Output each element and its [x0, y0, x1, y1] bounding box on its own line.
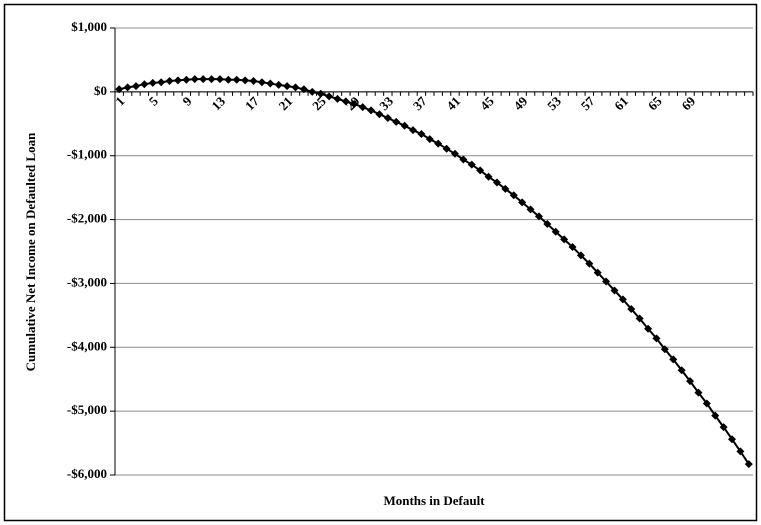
marker: [207, 75, 216, 84]
marker: [518, 198, 527, 207]
marker: [392, 117, 401, 126]
y-axis-title: Cumulative Net Income on Defaulted Loan: [23, 132, 38, 371]
marker: [744, 460, 753, 469]
marker: [543, 220, 552, 229]
y-tick-label: $0: [94, 83, 107, 98]
marker: [173, 76, 182, 85]
marker: [409, 126, 418, 135]
marker: [593, 268, 602, 277]
y-tick-label: -$3,000: [67, 274, 107, 289]
marker: [702, 399, 711, 408]
marker: [266, 79, 275, 88]
marker: [115, 85, 124, 94]
marker: [215, 75, 224, 84]
marker: [442, 144, 451, 153]
marker: [694, 388, 703, 397]
marker: [182, 75, 191, 84]
marker: [635, 314, 644, 323]
marker: [417, 130, 426, 139]
marker: [148, 78, 157, 87]
marker: [526, 205, 535, 214]
marker: [576, 251, 585, 260]
marker: [551, 227, 560, 236]
marker: [333, 94, 342, 103]
marker: [467, 160, 476, 169]
marker: [585, 259, 594, 268]
marker: [383, 114, 392, 123]
marker: [476, 166, 485, 175]
series-line: [118, 78, 750, 465]
y-tick-label: -$4,000: [67, 338, 107, 353]
marker: [375, 110, 384, 119]
marker: [316, 89, 325, 98]
marker: [367, 106, 376, 115]
y-tick-label: -$2,000: [67, 211, 107, 226]
marker: [459, 155, 468, 164]
marker: [560, 235, 569, 244]
chart-border: [3, 3, 758, 522]
marker: [274, 80, 283, 89]
marker: [350, 99, 359, 108]
marker: [341, 97, 350, 106]
marker: [509, 191, 518, 200]
marker: [199, 75, 208, 84]
marker: [719, 423, 728, 432]
y-tick-label: $1,000: [71, 19, 107, 34]
marker: [736, 447, 745, 456]
marker: [157, 78, 166, 87]
marker: [501, 184, 510, 193]
marker: [308, 87, 317, 96]
marker: [602, 277, 611, 286]
marker: [652, 334, 661, 343]
marker: [358, 103, 367, 112]
marker: [711, 411, 720, 420]
marker: [400, 121, 409, 130]
marker: [610, 286, 619, 295]
marker: [677, 366, 686, 375]
marker: [728, 435, 737, 444]
y-tick-label: -$1,000: [67, 147, 107, 162]
marker: [291, 83, 300, 92]
marker: [425, 135, 434, 144]
y-tick-label: -$5,000: [67, 402, 107, 417]
marker: [257, 78, 266, 87]
marker: [190, 75, 199, 84]
marker: [131, 82, 140, 91]
marker: [325, 92, 334, 101]
marker: [283, 82, 292, 91]
marker: [484, 172, 493, 181]
x-axis-title: Months in Default: [383, 493, 485, 508]
marker: [627, 304, 636, 313]
marker: [686, 377, 695, 386]
marker: [450, 149, 459, 158]
marker: [669, 355, 678, 364]
marker: [644, 324, 653, 333]
marker: [241, 76, 250, 85]
marker: [618, 295, 627, 304]
marker: [434, 139, 443, 148]
marker: [140, 80, 149, 89]
marker: [568, 243, 577, 252]
marker: [492, 178, 501, 187]
marker: [660, 345, 669, 354]
marker: [534, 212, 543, 221]
y-tick-label: -$6,000: [67, 466, 107, 481]
marker: [224, 75, 233, 84]
marker: [123, 83, 132, 92]
marker: [249, 77, 258, 86]
marker: [299, 85, 308, 94]
marker: [165, 77, 174, 86]
marker: [232, 75, 241, 84]
